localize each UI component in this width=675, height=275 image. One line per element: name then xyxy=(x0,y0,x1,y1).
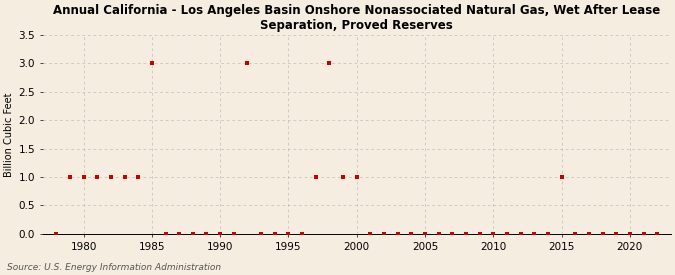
Point xyxy=(365,232,376,236)
Point xyxy=(351,175,362,179)
Point xyxy=(133,175,144,179)
Point xyxy=(652,232,663,236)
Text: Source: U.S. Energy Information Administration: Source: U.S. Energy Information Administ… xyxy=(7,263,221,272)
Point xyxy=(105,175,116,179)
Point xyxy=(78,175,89,179)
Point xyxy=(624,232,635,236)
Point xyxy=(324,61,335,65)
Point xyxy=(447,232,458,236)
Point xyxy=(570,232,580,236)
Point xyxy=(215,232,225,236)
Point xyxy=(638,232,649,236)
Point xyxy=(475,232,485,236)
Point xyxy=(269,232,280,236)
Point xyxy=(188,232,198,236)
Point xyxy=(160,232,171,236)
Point xyxy=(146,61,157,65)
Point xyxy=(543,232,554,236)
Point xyxy=(488,232,499,236)
Title: Annual California - Los Angeles Basin Onshore Nonassociated Natural Gas, Wet Aft: Annual California - Los Angeles Basin On… xyxy=(53,4,660,32)
Point xyxy=(310,175,321,179)
Point xyxy=(406,232,416,236)
Point xyxy=(556,175,567,179)
Point xyxy=(433,232,444,236)
Point xyxy=(379,232,389,236)
Point xyxy=(92,175,103,179)
Point xyxy=(201,232,212,236)
Point xyxy=(515,232,526,236)
Point xyxy=(173,232,184,236)
Point xyxy=(65,175,76,179)
Point xyxy=(256,232,267,236)
Point xyxy=(297,232,308,236)
Point xyxy=(51,232,61,236)
Point xyxy=(611,232,622,236)
Point xyxy=(597,232,608,236)
Y-axis label: Billion Cubic Feet: Billion Cubic Feet xyxy=(4,92,14,177)
Point xyxy=(338,175,348,179)
Point xyxy=(583,232,594,236)
Point xyxy=(460,232,471,236)
Point xyxy=(242,61,253,65)
Point xyxy=(228,232,239,236)
Point xyxy=(502,232,512,236)
Point xyxy=(283,232,294,236)
Point xyxy=(529,232,539,236)
Point xyxy=(392,232,403,236)
Point xyxy=(420,232,431,236)
Point xyxy=(119,175,130,179)
